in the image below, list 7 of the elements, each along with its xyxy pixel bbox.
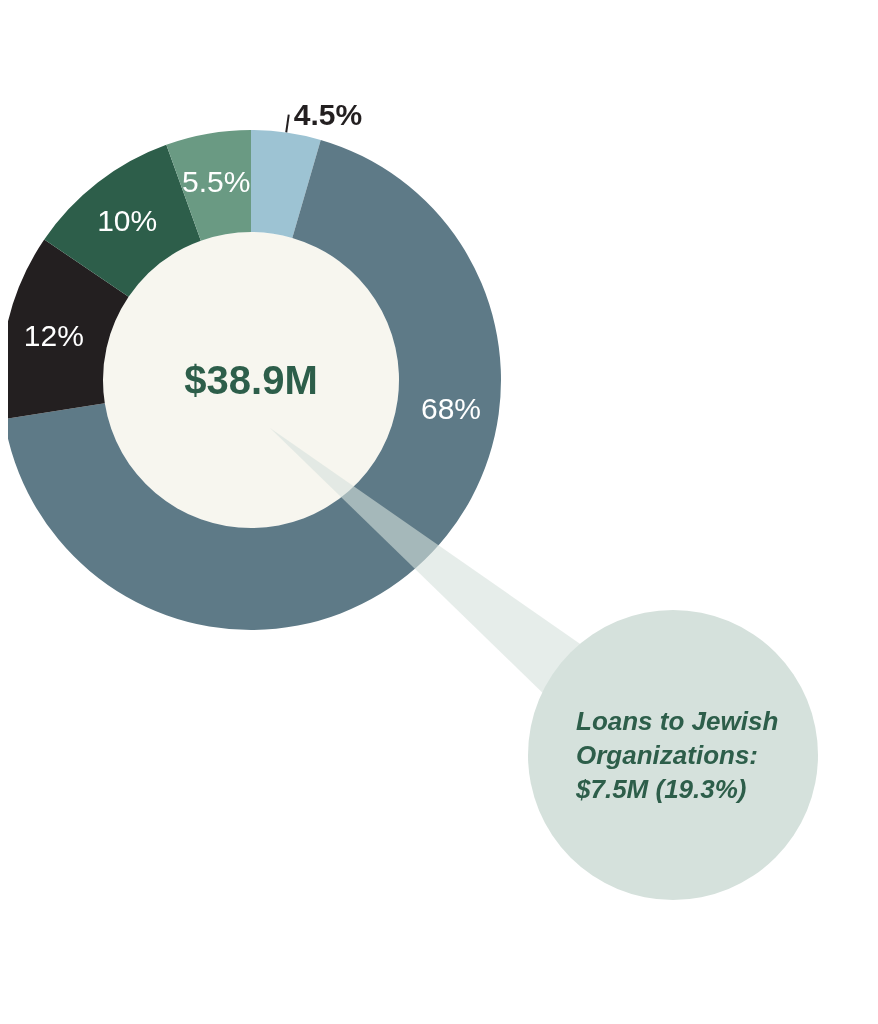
- data-label: 4.5%: [293, 98, 363, 132]
- data-label: 5.5%: [182, 164, 251, 198]
- data-label: 12%: [23, 319, 84, 353]
- text: $38.9M: [184, 358, 318, 402]
- text: Loans to Jewish Organizations: $7.5M (19.3%): [576, 705, 780, 806]
- data-label: 68%: [420, 391, 482, 425]
- data-label: 10%: [97, 203, 158, 237]
